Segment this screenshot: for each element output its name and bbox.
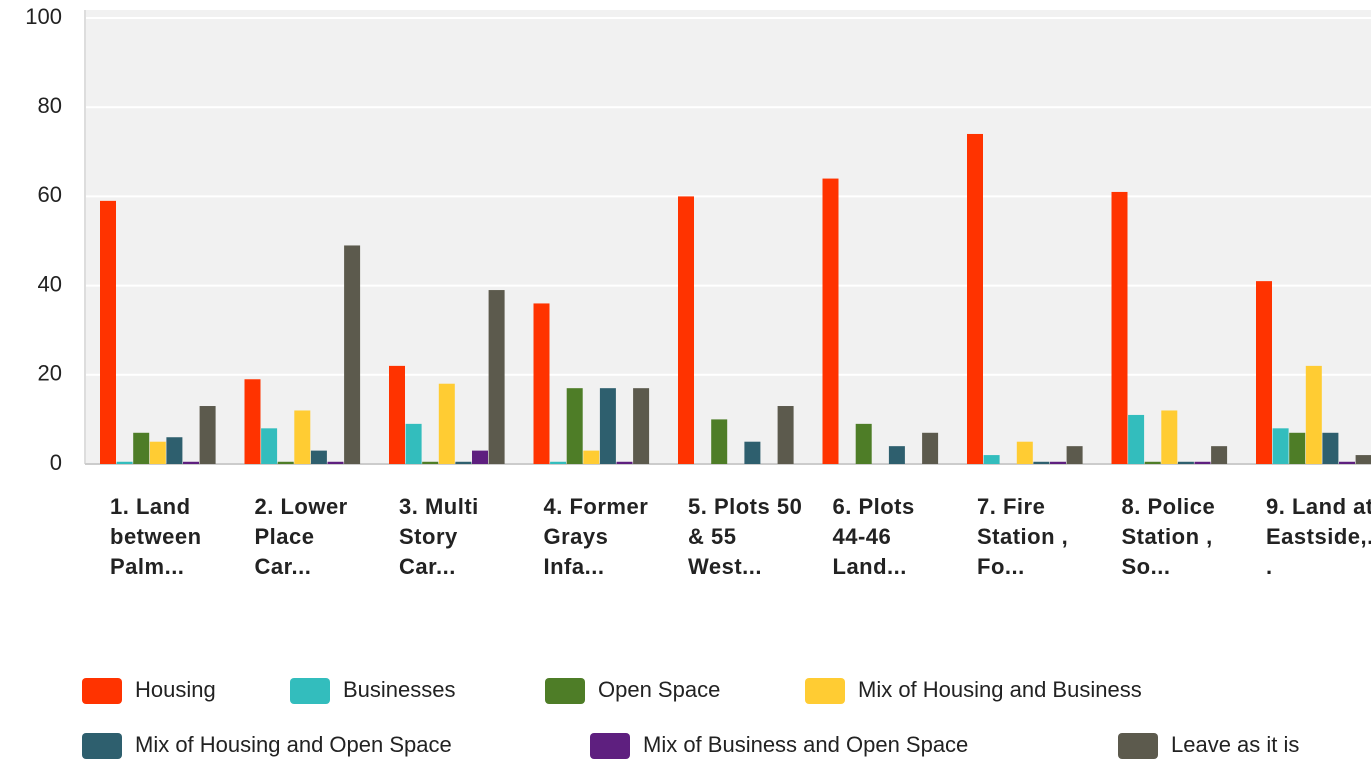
bar [310, 450, 327, 464]
bar [1339, 461, 1355, 464]
legend-swatch [290, 678, 330, 704]
y-tick-label: 80 [38, 93, 62, 118]
bar [983, 455, 1000, 464]
legend-swatch [805, 678, 845, 704]
bar [1161, 410, 1178, 464]
bar [633, 388, 650, 464]
bar [277, 461, 294, 464]
bar [327, 461, 344, 464]
bar [1050, 461, 1066, 464]
y-tick-label: 40 [38, 271, 62, 296]
bar [133, 432, 150, 464]
legend-label: Mix of Business and Open Space [643, 732, 968, 757]
bar [389, 365, 405, 464]
bar [1177, 461, 1194, 464]
bar [1256, 281, 1272, 464]
legend-swatch [590, 733, 630, 759]
bar [1211, 446, 1228, 464]
bar [438, 383, 455, 464]
bar [488, 290, 505, 464]
bar [472, 450, 488, 464]
x-tick-label: 6. Plots 44-46 Land... [832, 494, 915, 579]
bar [405, 423, 422, 464]
bar [1066, 446, 1083, 464]
bar [550, 461, 567, 464]
bar [1016, 441, 1033, 464]
bar [149, 441, 166, 464]
legend-label: Mix of Housing and Business [858, 677, 1142, 702]
bar [422, 461, 439, 464]
bar [744, 441, 761, 464]
bar [1111, 191, 1128, 464]
bar [1272, 428, 1289, 464]
x-tick-label: 5. Plots 50 & 55 West... [688, 494, 803, 579]
bar [711, 419, 728, 464]
bar [1033, 461, 1050, 464]
x-tick-label: 2. Lower Place Car... [254, 494, 348, 579]
bar [116, 461, 133, 464]
bar [822, 178, 839, 464]
x-tick-label: 4. Former Grays Infa... [543, 494, 649, 579]
bar [244, 379, 261, 464]
bar [1355, 455, 1371, 464]
legend-label: Businesses [343, 677, 456, 702]
bar [967, 133, 983, 464]
bar [599, 388, 616, 464]
bar [1305, 365, 1322, 464]
plot-area [85, 10, 1371, 464]
x-tick-label: 9. Land at Eastside,... [1266, 494, 1371, 579]
bar [583, 450, 600, 464]
x-tick-label: 8. Police Station , So... [1121, 494, 1216, 579]
bar [533, 303, 550, 464]
legend-label: Leave as it is [1171, 732, 1299, 757]
bar [1144, 461, 1161, 464]
bar [777, 406, 794, 464]
bar [199, 406, 216, 464]
legend-swatch [545, 678, 585, 704]
y-tick-label: 60 [38, 182, 62, 207]
y-tick-label: 20 [38, 361, 62, 386]
bar [261, 428, 278, 464]
bar [1128, 414, 1145, 464]
bar [888, 446, 905, 464]
x-tick-label: 1. Land between Palm... [110, 494, 202, 579]
legend-swatch [82, 733, 122, 759]
y-tick-label: 100 [25, 4, 62, 29]
bar [922, 432, 939, 464]
bar [566, 388, 583, 464]
bar [455, 461, 472, 464]
bar [344, 245, 361, 464]
bar [678, 196, 694, 464]
legend-label: Open Space [598, 677, 720, 702]
legend-label: Housing [135, 677, 216, 702]
x-tick-label: 7. Fire Station , Fo... [977, 494, 1069, 579]
bar [1289, 432, 1306, 464]
bar [183, 461, 199, 464]
legend-swatch [1118, 733, 1158, 759]
bar [1194, 461, 1211, 464]
bar [616, 461, 633, 464]
bar [1322, 432, 1339, 464]
x-tick-label: 3. Multi Story Car... [399, 494, 479, 579]
bar [294, 410, 311, 464]
bar [166, 437, 183, 464]
legend-label: Mix of Housing and Open Space [135, 732, 452, 757]
y-tick-label: 0 [50, 450, 62, 475]
legend-swatch [82, 678, 122, 704]
bar [100, 200, 116, 465]
bar [855, 423, 872, 464]
